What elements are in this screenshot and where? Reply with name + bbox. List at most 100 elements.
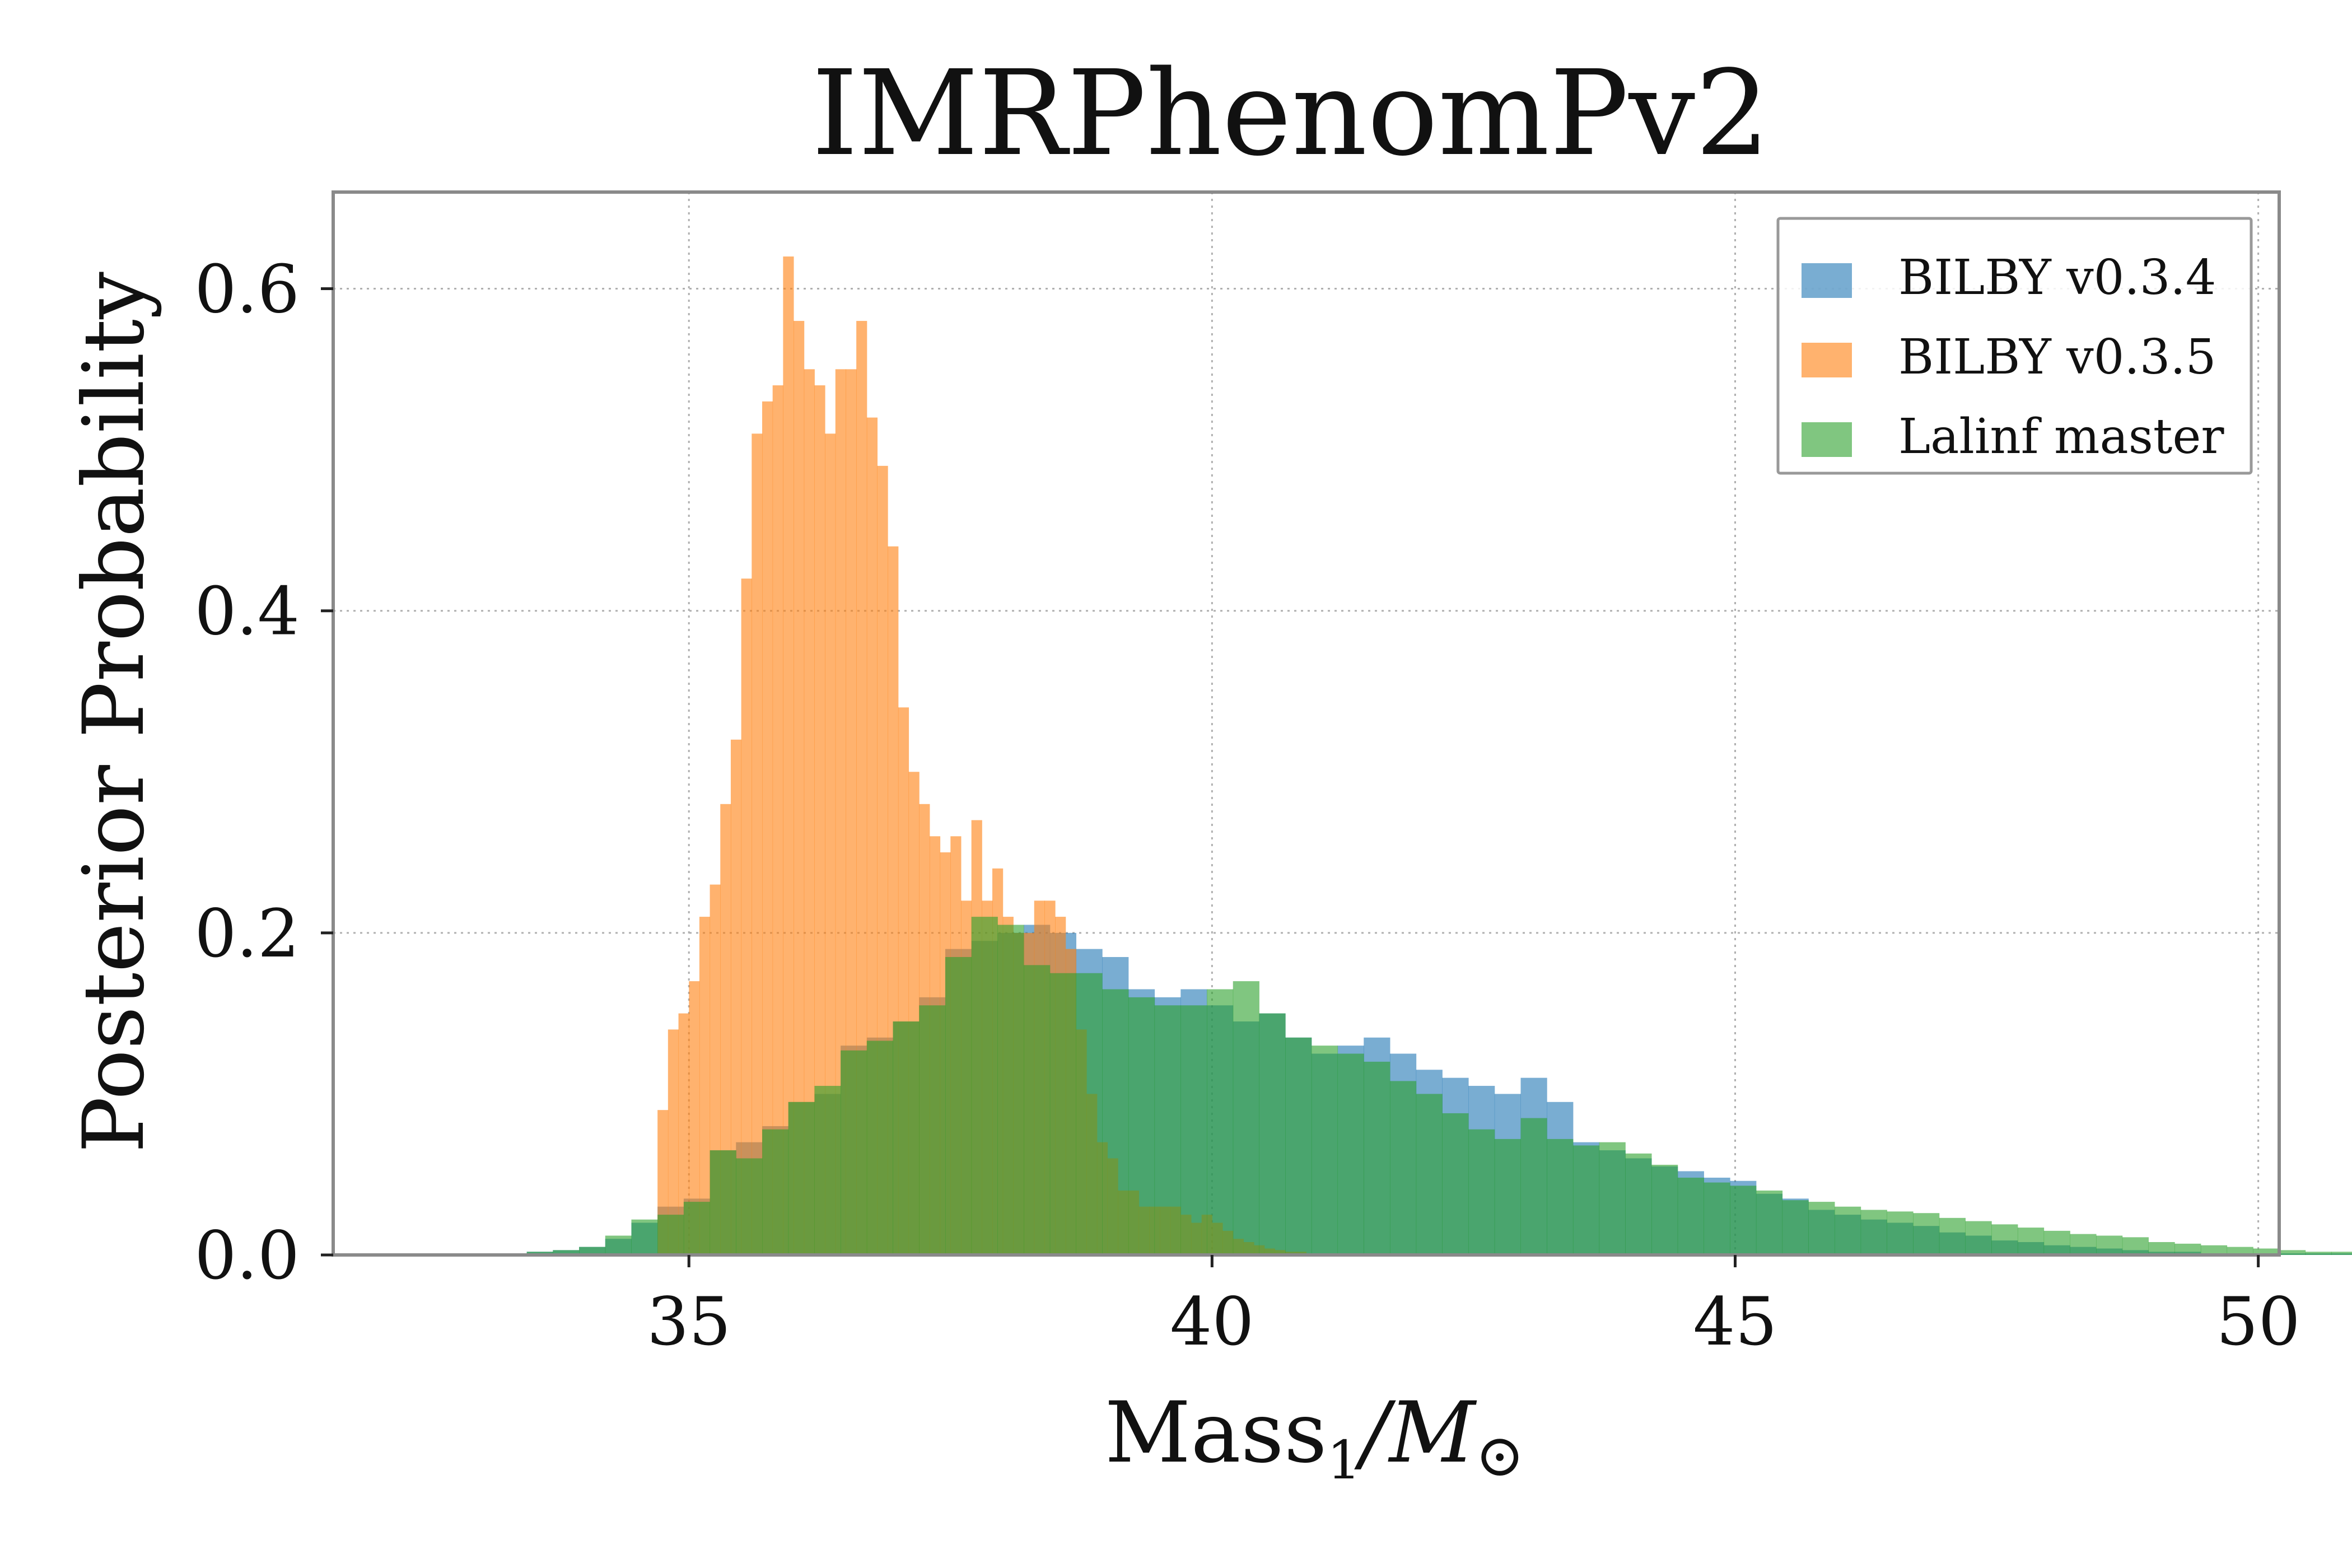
histogram-bar: [772, 385, 783, 1256]
histogram-bar: [657, 1215, 684, 1255]
histogram-bar: [1913, 1213, 1940, 1255]
x-axis-label: Mass1/M⊙: [1105, 1384, 1525, 1491]
histogram-bar: [1651, 1164, 1678, 1255]
legend-swatch: [1802, 263, 1852, 298]
histogram-bar: [1154, 1005, 1181, 1255]
histogram-bar: [841, 1050, 867, 1255]
histogram-bar: [866, 1040, 894, 1255]
histogram-bar: [1887, 1211, 1914, 1255]
histogram-bar: [1834, 1206, 1861, 1255]
x-tick-label: 35: [647, 1283, 731, 1360]
histogram-bar: [741, 578, 752, 1255]
legend-swatch: [1802, 422, 1852, 457]
histogram-bar: [2331, 1252, 2352, 1255]
histogram-bar: [825, 433, 836, 1255]
histogram-bar: [945, 956, 972, 1255]
histogram-bar: [1311, 1046, 1338, 1255]
histogram-bar: [1076, 973, 1103, 1255]
histogram-bar: [2122, 1237, 2149, 1255]
histogram-bar: [752, 433, 763, 1255]
chart-title: IMRPhenomPv2: [811, 45, 1770, 182]
axis-ticks: 35 40 45 50 0.0 0.2 0.4 0.6: [194, 251, 2300, 1360]
histogram-bar: [783, 256, 794, 1256]
histogram-bar: [579, 1247, 606, 1255]
x-tick-label: 40: [1170, 1283, 1254, 1360]
series-2-bars: [500, 917, 2352, 1255]
histogram-bar: [1730, 1186, 1757, 1255]
histogram-bar: [1677, 1177, 1704, 1255]
histogram-bar: [856, 321, 867, 1256]
histogram-bar: [2174, 1243, 2201, 1255]
histogram-bar: [919, 1005, 946, 1255]
histogram-bar: [835, 369, 846, 1256]
histogram-bar: [1442, 1113, 1469, 1255]
histogram-bar: [814, 385, 825, 1256]
histogram-bar: [1102, 989, 1129, 1255]
histogram-bar: [1468, 1129, 1495, 1255]
histogram-bar: [683, 1202, 711, 1255]
histogram-bar: [1049, 973, 1076, 1255]
x-axis-label-main: Mass: [1105, 1384, 1327, 1482]
histogram-bar: [1389, 1081, 1417, 1255]
histogram-bar: [971, 917, 998, 1255]
histogram-bar: [762, 1129, 789, 1255]
histogram-bar: [804, 369, 815, 1256]
legend-label: BILBY v0.3.5: [1898, 329, 2216, 385]
x-tick-label: 50: [2216, 1283, 2300, 1360]
histogram-bar: [2200, 1245, 2228, 1255]
histogram-bar: [1756, 1190, 1783, 1255]
x-axis-label-subscript: 1: [1327, 1430, 1361, 1491]
x-axis-label-unit: /M: [1354, 1384, 1477, 1482]
histogram-bar: [1860, 1210, 1887, 1255]
histogram-bar: [814, 1086, 841, 1255]
histogram-bar: [1337, 1053, 1364, 1255]
histogram-bar: [794, 321, 805, 1256]
histogram-bar: [846, 369, 857, 1256]
histogram-bar: [699, 917, 711, 1255]
histogram-bar: [2070, 1234, 2097, 1255]
histogram-bar: [1494, 1138, 1521, 1255]
y-tick-label: 0.6: [194, 251, 300, 328]
histogram-bar: [2096, 1235, 2123, 1255]
histogram-bar: [1704, 1182, 1730, 1255]
y-axis-label: Posterior Probability: [66, 272, 163, 1153]
legend-swatch: [1802, 343, 1852, 377]
histogram-bar: [631, 1219, 658, 1255]
y-tick-label: 0.4: [194, 573, 300, 650]
histogram-bar: [678, 1013, 689, 1255]
histogram-bar: [1233, 981, 1259, 1255]
histogram-bar: [605, 1235, 632, 1255]
legend-label: BILBY v0.3.4: [1898, 250, 2216, 306]
histogram-bar: [2017, 1228, 2045, 1255]
histogram-bar: [1939, 1217, 1966, 1255]
histogram-bar: [1259, 1013, 1286, 1255]
histogram-bar: [762, 401, 773, 1255]
histogram-bar: [1572, 1145, 1600, 1255]
histogram-bar: [2305, 1252, 2332, 1255]
histogram-bar: [730, 739, 742, 1255]
plot-frame: [332, 190, 2281, 1257]
histogram-bar: [668, 1029, 679, 1255]
histogram-bar: [893, 1021, 920, 1255]
histogram-bar: [1416, 1094, 1443, 1255]
histogram-bar: [736, 1158, 763, 1255]
histogram-bar: [2253, 1248, 2280, 1255]
histogram-bar: [1364, 1061, 1390, 1255]
histogram-bar: [1520, 1118, 1547, 1255]
histogram-bar: [1547, 1138, 1574, 1255]
histogram-bar: [1128, 997, 1155, 1255]
histogram-bar: [553, 1250, 580, 1255]
legend-box: [1776, 217, 2253, 475]
histogram-bar: [2043, 1230, 2070, 1255]
histogram-bar: [1991, 1224, 2018, 1255]
y-tick-label: 0.2: [194, 895, 300, 972]
histogram-bar: [1965, 1221, 1992, 1255]
histogram-bar: [1625, 1153, 1652, 1255]
histogram-bar: [1808, 1202, 1835, 1255]
x-axis-label-symbol: ⊙: [1475, 1421, 1524, 1490]
histogram-bar: [1180, 1005, 1207, 1255]
histogram-bar: [689, 981, 700, 1255]
y-tick-label: 0.0: [194, 1217, 300, 1294]
histogram-bar: [1024, 965, 1051, 1255]
histogram-bar: [1599, 1142, 1626, 1255]
